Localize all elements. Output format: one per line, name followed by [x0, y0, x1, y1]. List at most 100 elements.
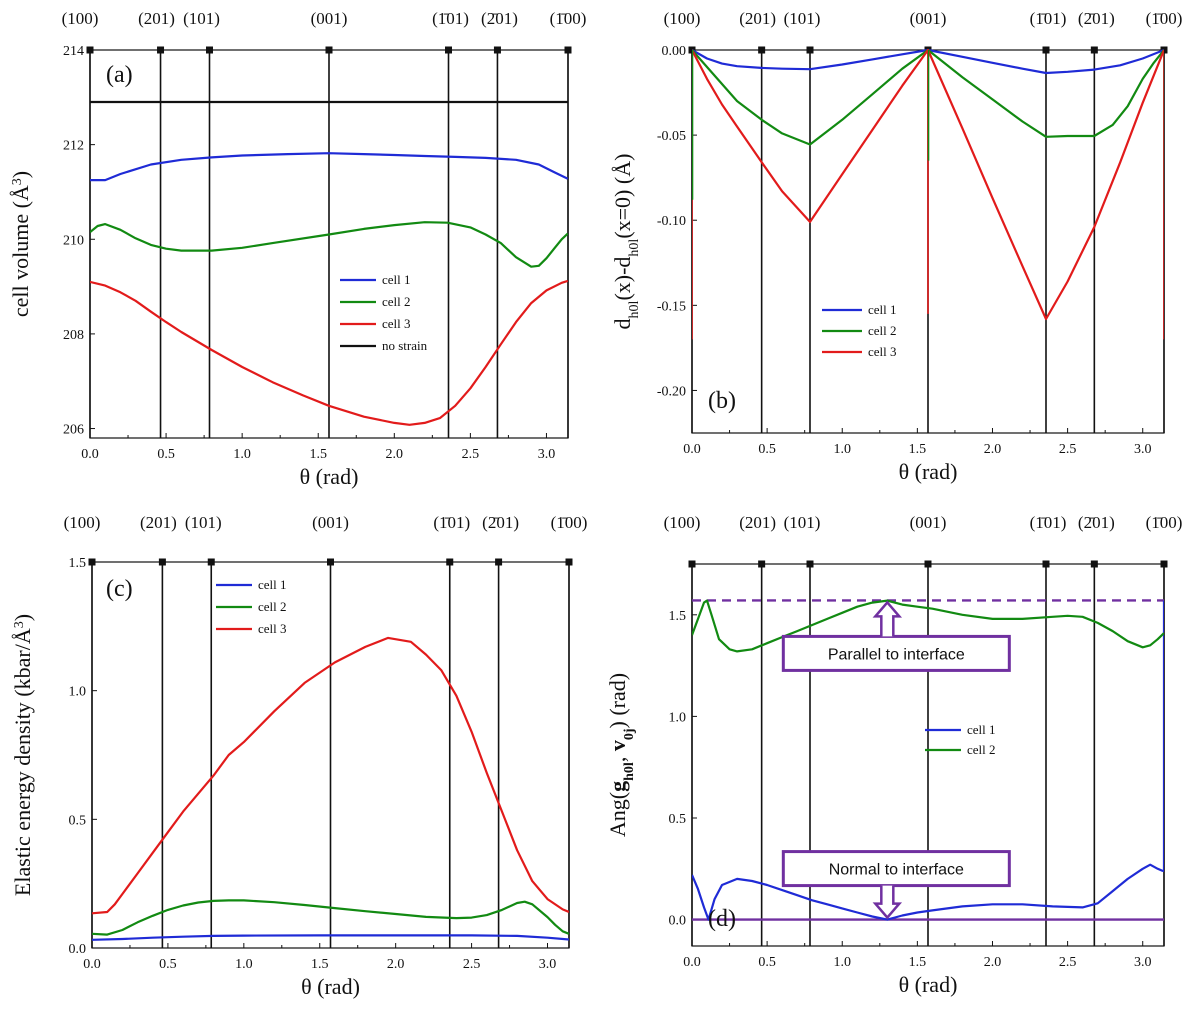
orientation-label: (201) — [138, 9, 175, 28]
x-tick-label: 0.0 — [83, 957, 101, 972]
orientation-label: (2̄01) — [1078, 513, 1115, 532]
series-line-cell-3 — [92, 636, 569, 915]
series-line-cell-1 — [90, 152, 568, 182]
x-tick-label: 0.0 — [81, 447, 99, 462]
orientation-marker — [924, 560, 932, 568]
legend-label: cell 1 — [258, 577, 287, 592]
chart-panel-a: (100) (201) (101) (001) (1̄01) (2̄01) (1̄00) 0.… — [8, 9, 586, 489]
x-tick-label: 0.5 — [159, 957, 177, 972]
y-axis-title: dh0l(x)-dh0l(x=0) (Å) — [610, 154, 642, 330]
series-line-cell-2 — [90, 221, 568, 268]
legend-label: cell 3 — [868, 344, 897, 359]
orientation-marker — [1042, 560, 1050, 568]
legend-label: cell 2 — [967, 742, 996, 757]
orientation-marker — [327, 558, 334, 566]
orientation-label: (101) — [183, 9, 220, 28]
x-axis-title: θ (rad) — [899, 972, 958, 997]
orientation-label: (001) — [910, 9, 947, 28]
series-line-cell-3 — [692, 48, 1164, 321]
annotation-0: Parallel to interface — [781, 600, 1011, 672]
orientation-label: (1̄00) — [551, 513, 588, 532]
y-axis-title-sub: 0j — [622, 729, 637, 741]
series-line-cell-1 — [692, 48, 1164, 75]
y-axis-title-sub: h0l — [627, 300, 642, 318]
x-axis-title: θ (rad) — [300, 464, 359, 489]
orientation-marker — [1160, 560, 1168, 568]
x-axis-title: θ (rad) — [301, 974, 360, 999]
y-axis-title-sup: 3 — [10, 178, 25, 185]
x-tick-label: 0.5 — [758, 955, 776, 970]
annotation-arrow-icon — [872, 885, 903, 920]
y-axis-title-part: (x)-d — [610, 257, 635, 301]
y-axis-title-tail: ) — [8, 171, 33, 178]
y-axis-title-tail: ) — [10, 614, 35, 621]
orientation-label: (2̄01) — [1078, 9, 1115, 28]
orientation-label: (001) — [910, 513, 947, 532]
panel-label: (b) — [708, 388, 736, 414]
y-axis-title-part: (x=0) (Å) — [610, 154, 635, 239]
legend: cell 1 cell 2 — [925, 722, 996, 757]
series-group — [90, 100, 568, 426]
x-tick-label: 3.0 — [539, 957, 557, 972]
legend-label: cell 1 — [868, 302, 897, 317]
series-line-cell-2 — [692, 48, 1164, 146]
orientation-label: (101) — [185, 513, 222, 532]
orientation-marker — [1090, 560, 1098, 568]
chart-panel-d: (100) (201) (101) (001) (1̄01) (2̄01) (1̄00) 0.… — [605, 513, 1182, 997]
orientation-marker — [1090, 46, 1098, 54]
orientation-label: (201) — [140, 513, 177, 532]
legend-label: cell 3 — [382, 316, 411, 331]
orientation-label: (201) — [739, 513, 776, 532]
orientation-label: (201) — [739, 9, 776, 28]
x-tick-label: 1.0 — [235, 957, 253, 972]
x-tick-label: 1.5 — [909, 442, 927, 457]
x-tick-label: 2.5 — [1059, 955, 1077, 970]
orientation-label: (101) — [784, 513, 821, 532]
orientation-marker — [1042, 46, 1050, 54]
panel-label: (c) — [106, 576, 133, 602]
y-tick-label: 0.0 — [69, 942, 87, 957]
x-tick-label: 2.0 — [386, 447, 404, 462]
series-group — [692, 48, 1164, 340]
orientation-marker — [325, 46, 333, 54]
annotation-1: Normal to interface — [781, 850, 1011, 920]
y-tick-label: 0.0 — [669, 914, 687, 929]
series-line-cell-2 — [692, 599, 1164, 653]
y-tick-label: 208 — [63, 328, 84, 343]
y-tick-label: -0.10 — [657, 214, 686, 229]
chart-panel-c: (100) (201) (101) (001) (1̄01) (2̄01) (1̄00) 0.… — [10, 513, 587, 999]
y-axis-title-sub: h0l — [627, 239, 642, 257]
y-tick-label: 0.5 — [69, 813, 87, 828]
legend-label: no strain — [382, 338, 428, 353]
legend: cell 1 cell 2 cell 3 no strain — [340, 272, 428, 353]
x-tick-label: 0.5 — [758, 442, 776, 457]
y-tick-label: -0.05 — [657, 129, 686, 144]
x-tick-label: 1.0 — [833, 442, 851, 457]
y-axis-title-main: Elastic energy density (kbar/Å — [10, 628, 35, 896]
orientation-label: (1̄01) — [432, 9, 469, 28]
orientation-marker — [446, 558, 454, 566]
y-tick-label: 1.5 — [669, 609, 687, 624]
y-tick-label: -0.15 — [657, 299, 686, 314]
legend-label: cell 3 — [258, 621, 287, 636]
y-tick-label: 0.00 — [662, 44, 687, 59]
orientation-marker — [207, 558, 215, 566]
x-tick-label: 2.5 — [462, 447, 480, 462]
orientation-label: (1̄00) — [1146, 9, 1183, 28]
annotation-text: Normal to interface — [829, 862, 964, 879]
legend-label: cell 1 — [382, 272, 411, 287]
legend-label: cell 2 — [382, 294, 411, 309]
y-axis-title-part: Ang( — [605, 792, 630, 837]
x-tick-label: 0.5 — [157, 447, 175, 462]
series-group — [692, 599, 1164, 921]
legend: cell 1 cell 2 cell 3 — [822, 302, 897, 359]
y-tick-label: 1.0 — [69, 685, 87, 700]
legend-label: cell 2 — [868, 323, 897, 338]
annotation-text: Parallel to interface — [828, 646, 965, 663]
x-tick-label: 2.0 — [984, 442, 1002, 457]
y-tick-label: 210 — [63, 233, 84, 248]
orientation-marker — [688, 560, 696, 568]
orientation-marker — [445, 46, 452, 54]
y-tick-label: 212 — [63, 139, 84, 154]
y-axis-title-bold: v — [605, 740, 630, 751]
